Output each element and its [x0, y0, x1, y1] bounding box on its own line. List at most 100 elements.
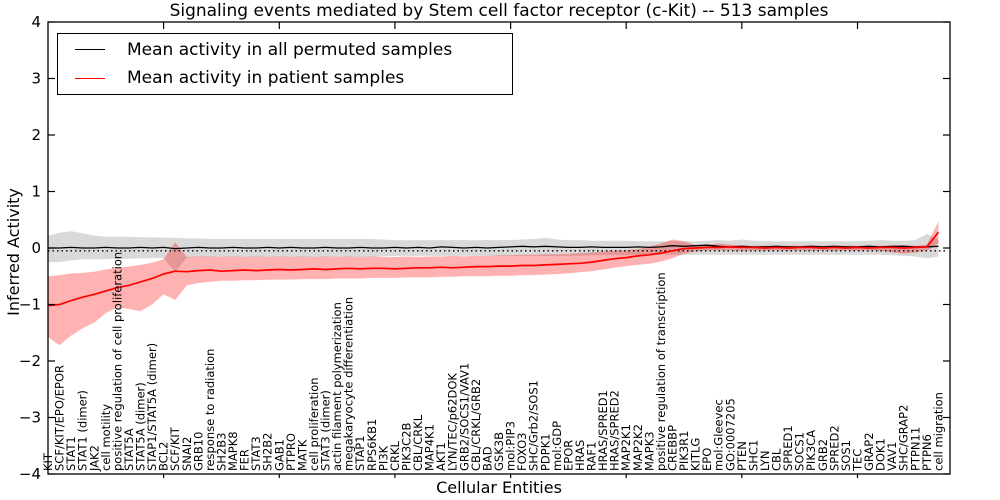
x-category-label: EPOR [561, 440, 575, 471]
x-category-label: SHC/GRAP2 [897, 405, 911, 471]
x-category-label: STAT5A (dimer) [134, 382, 148, 471]
permuted-line-swatch [75, 49, 105, 51]
x-category-label: HRAS [573, 440, 587, 471]
chart-title: Signaling events mediated by Stem cell f… [169, 1, 829, 21]
legend-label-permuted: Mean activity in all permuted samples [127, 39, 453, 60]
x-category-label: mol:GDP [550, 421, 564, 471]
x-category-label: SOCS1 [793, 432, 807, 471]
y-tick-label: −2 [19, 352, 41, 370]
permuted-mean-line [48, 244, 939, 250]
x-category-label: SH2B3 [215, 433, 229, 471]
x-category-label: actin filament polymerization [330, 302, 344, 471]
x-category-label: PDPK1 [538, 433, 552, 471]
x-category-label: PTPRO [284, 433, 298, 471]
x-category-label: STAT5A [122, 428, 136, 471]
x-category-label: MAP2K2 [631, 424, 645, 471]
x-category-label: CBL [770, 448, 784, 471]
x-category-label: KITLG [689, 438, 703, 471]
x-category-label: STAT1 (dimer) [76, 390, 90, 471]
x-category-label: MATK [295, 439, 309, 471]
x-category-label: CRKL [388, 440, 402, 471]
x-category-label: SHC1 [746, 440, 760, 471]
x-category-label: FER [238, 449, 252, 471]
x-axis-label: Cellular Entities [436, 478, 562, 497]
x-category-label: GRAP2 [862, 432, 876, 471]
x-category-label: positive regulation of transcription [654, 272, 668, 471]
y-tick-label: 0 [31, 239, 41, 257]
x-category-label: MAP4K1 [423, 424, 437, 471]
x-category-label: CBL/CRKL/GRB2 [469, 379, 483, 471]
x-category-label: PTPN11 [908, 427, 922, 471]
x-category-label: RAF1 [585, 442, 599, 471]
x-category-label: BAD [480, 446, 494, 471]
x-category-label: positive regulation of cell proliferatio… [110, 252, 124, 471]
x-category-label: VAV1 [885, 442, 899, 471]
x-category-label: response to radiation [203, 349, 217, 471]
x-category-label: STAP1/STAT5A (dimer) [145, 343, 159, 471]
x-category-label: STAP1 [353, 435, 367, 471]
legend-item-permuted: Mean activity in all permuted samples [58, 37, 512, 63]
x-category-label: CBL/CRKL [411, 414, 425, 471]
x-category-label: GAB1 [272, 439, 286, 471]
x-category-label: cell motility [99, 404, 113, 471]
patient-mean-line [47, 231, 940, 307]
x-category-label: SH2B2 [261, 433, 275, 471]
y-tick-label: 4 [31, 13, 41, 31]
x-category-label: DOK1 [874, 438, 888, 471]
x-category-label: PTEN [735, 441, 749, 471]
x-category-label: GRB10 [191, 432, 205, 471]
legend-label-patient: Mean activity in patient samples [127, 68, 405, 89]
x-category-label: SPRED2 [827, 425, 841, 471]
x-category-label: JAK2 [87, 445, 101, 472]
x-category-label: SHC/Grb2/SOS1 [527, 380, 541, 471]
x-category-label: PIK3R1 [677, 431, 691, 472]
x-category-label: LYN [758, 450, 772, 471]
x-category-label: mol:Gleevec [712, 399, 726, 471]
x-category-label: MAPK3 [642, 431, 656, 471]
x-category-label: GRB2 [816, 439, 830, 471]
x-category-label: CREBBP [666, 425, 680, 471]
permuted-uncertainty-band [48, 231, 939, 272]
x-category-label: MAPK8 [226, 431, 240, 471]
x-category-label: HRAS/SPRED1 [596, 390, 610, 471]
x-category-label: STAT3 (dimer) [319, 390, 333, 471]
y-tick-label: 3 [31, 70, 41, 88]
patient-line-swatch [75, 77, 105, 79]
x-category-label: cell proliferation [307, 377, 321, 471]
x-category-label: BCL2 [157, 442, 171, 471]
x-category-label: cell migration [931, 392, 945, 471]
x-category-label: PTPN6 [920, 434, 934, 471]
x-category-label: GRB2/SOCS1/VAV1 [457, 363, 471, 471]
legend-item-patient: Mean activity in patient samples [58, 65, 512, 91]
x-category-label: GO:0007205 [723, 398, 737, 471]
x-category-label: LYN/TEC/p62DOK [446, 373, 460, 471]
y-tick-label: −3 [19, 409, 41, 427]
x-category-label: STAT1 [64, 436, 78, 471]
x-category-label: MAP2K1 [619, 424, 633, 471]
y-tick-label: 1 [31, 183, 41, 201]
x-category-label: TEC [851, 449, 865, 472]
y-tick-label: −4 [19, 465, 41, 483]
x-category-label: SCF/KIT [168, 426, 182, 471]
x-category-label: SOS1 [839, 440, 853, 471]
x-category-label: GSK3B [492, 432, 506, 471]
x-category-label: SCF/KIT/EPO/EPOR [53, 365, 67, 471]
x-category-label: PIK3C2B [400, 422, 414, 471]
x-category-label: RPS6KB1 [365, 419, 379, 471]
legend: Mean activity in all permuted samples Me… [57, 33, 513, 95]
x-category-label: STAT3 [249, 436, 263, 471]
x-category-label: PIK3CA [804, 430, 818, 471]
x-category-label: mol:PIP3 [504, 421, 518, 471]
x-category-label: PI3K [376, 445, 390, 471]
x-category-label: SNAI2 [180, 437, 194, 471]
x-category-label: SPRED1 [781, 425, 795, 471]
y-tick-label: 2 [31, 126, 41, 144]
x-category-label: AKT1 [434, 442, 448, 471]
x-category-label: EPO [700, 448, 714, 471]
x-category-label: megakaryocyte differentiation [342, 297, 356, 471]
y-tick-label: −1 [19, 296, 41, 314]
x-category-label: HRAS/SPRED2 [608, 390, 622, 471]
x-category-label: FOXO3 [515, 433, 529, 471]
